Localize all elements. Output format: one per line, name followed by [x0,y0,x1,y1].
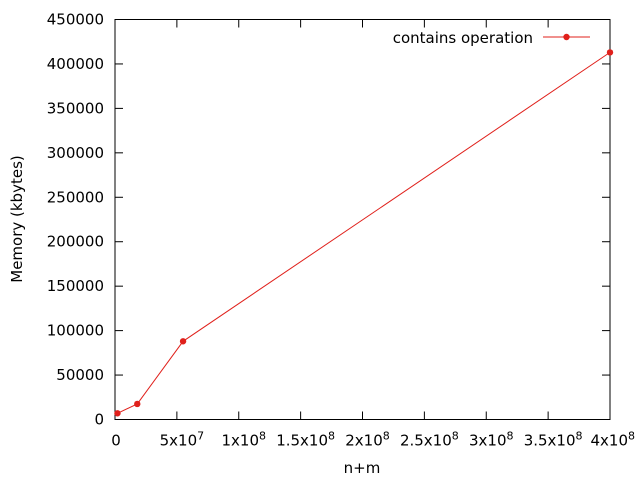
x-tick-label: 1x108 [221,430,266,450]
axis-ticks: 0 50000 100000 150000 200000 250000 300000 3500… [47,11,635,450]
series-line [117,51,611,414]
y-tick-label: 0 [94,411,104,429]
x-tick-label: 3x108 [469,430,514,450]
legend-label: contains operation [393,29,533,47]
y-tick-label: 400000 [47,55,104,73]
y-tick-label: 200000 [47,233,104,251]
x-tick-mantissa: 1.5x10 [276,432,328,450]
series-layer [114,49,614,417]
x-tick-exponent: 8 [576,430,583,443]
data-point [134,400,141,408]
data-point [606,49,614,56]
x-tick-mantissa: 2x10 [345,432,383,450]
y-tick-label: 50000 [56,366,104,384]
x-tick-exponent: 8 [507,430,514,443]
data-point [179,338,187,345]
x-tick-label: 0 [111,432,121,450]
y-tick-label: 250000 [47,188,104,206]
x-tick-label: 2x108 [345,430,390,450]
plot-frame [114,19,611,420]
x-tick-exponent: 8 [452,430,459,443]
x-tick-mantissa: 4x10 [590,432,628,450]
x-tick-mantissa: 0 [111,432,121,450]
y-tick-label: 350000 [47,99,104,117]
data-point [114,410,121,417]
y-tick-label: 450000 [47,11,104,29]
x-tick-label: 1.5x108 [276,430,335,450]
x-tick-exponent: 8 [328,430,335,443]
x-tick-label: 4x108 [590,430,635,450]
x-tick-exponent: 8 [628,430,635,443]
x-tick-label: 5x107 [160,430,205,450]
x-tick-mantissa: 2.5x10 [400,432,452,450]
y-tick-label: 150000 [47,277,104,295]
y-tick-label: 100000 [47,322,104,340]
x-tick-exponent: 8 [259,430,266,443]
x-tick-label: 3.5x108 [524,430,583,450]
x-tick-mantissa: 3x10 [469,432,507,450]
x-tick-mantissa: 1x10 [221,432,259,450]
y-axis-title: Memory (kbytes) [8,155,26,283]
x-tick-exponent: 8 [383,430,390,443]
y-tick-label: 300000 [47,144,104,162]
x-axis-title: n+m [344,459,381,477]
x-tick-label: 2.5x108 [400,430,459,450]
x-tick-exponent: 7 [197,430,204,443]
legend: contains operation [393,29,590,47]
x-tick-mantissa: 5x10 [160,432,198,450]
legend-marker [563,33,570,41]
x-tick-mantissa: 3.5x10 [524,432,576,450]
